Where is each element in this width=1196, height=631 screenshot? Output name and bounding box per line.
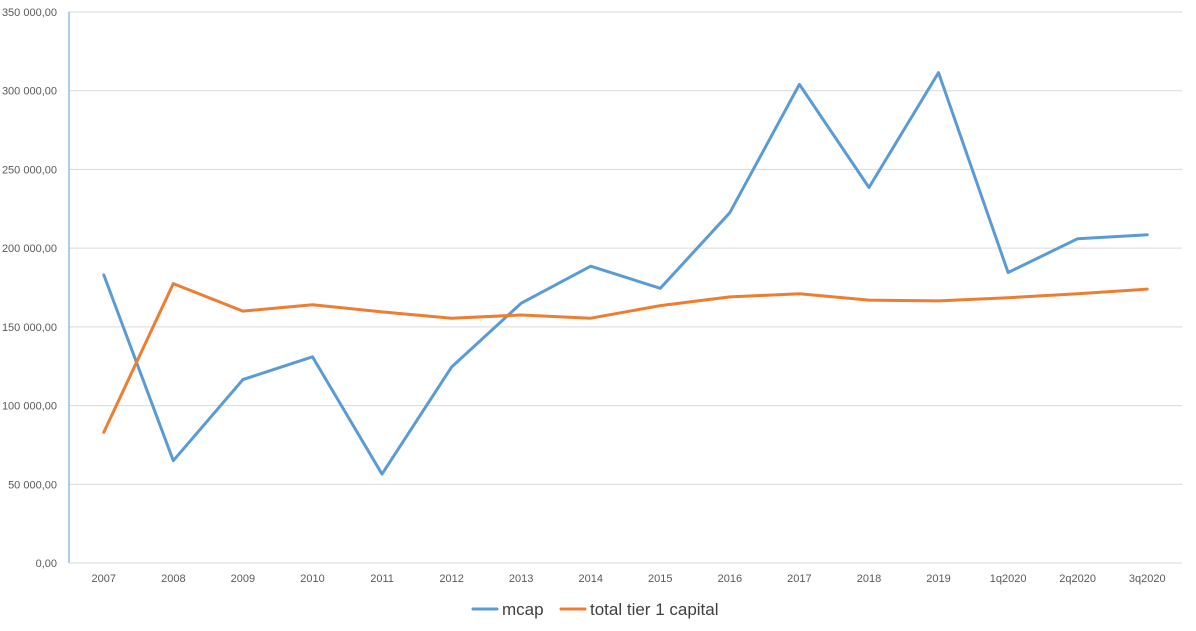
x-tick-label: 2013 [509, 573, 533, 585]
legend: mcap total tier 1 capital [471, 600, 719, 619]
y-tick-label: 0,00 [36, 558, 57, 570]
series-lines [102, 71, 1149, 476]
x-tick-label: 2019 [926, 573, 950, 585]
series-line-total-tier-1-capital [102, 282, 1149, 434]
series-line-mcap [102, 71, 1149, 476]
legend-label: mcap [502, 600, 544, 619]
x-tick-label: 2009 [231, 573, 255, 585]
gridlines [69, 11, 1182, 485]
y-tick-label: 50 000,00 [8, 479, 57, 491]
x-tick-label: 1q2020 [990, 573, 1027, 585]
x-tick-label: 2007 [92, 573, 116, 585]
x-tick-label: 2011 [370, 573, 394, 585]
x-tick-label: 2015 [648, 573, 672, 585]
y-axis-ticks: 0,00 50 000,00 100 000,00 150 000,00 200 000… [2, 7, 57, 570]
legend-label: total tier 1 capital [590, 600, 719, 619]
x-tick-label: 2012 [439, 573, 463, 585]
x-tick-label: 2q2020 [1059, 573, 1096, 585]
y-tick-label: 250 000,00 [2, 164, 57, 176]
y-tick-label: 300 000,00 [2, 86, 57, 98]
x-tick-label: 2018 [857, 573, 881, 585]
x-tick-label: 2016 [718, 573, 742, 585]
y-tick-label: 350 000,00 [2, 7, 57, 19]
y-tick-label: 100 000,00 [2, 401, 57, 413]
x-tick-label: 2017 [787, 573, 811, 585]
x-tick-label: 2014 [578, 573, 602, 585]
y-tick-label: 200 000,00 [2, 243, 57, 255]
x-tick-label: 2010 [300, 573, 324, 585]
x-tick-label: 2008 [161, 573, 185, 585]
x-tick-label: 3q2020 [1129, 573, 1166, 585]
x-axis-ticks: 2007 2008 2009 2010 2011 2012 2013 2014 2015 2016… [92, 573, 1166, 585]
y-tick-label: 150 000,00 [2, 322, 57, 334]
